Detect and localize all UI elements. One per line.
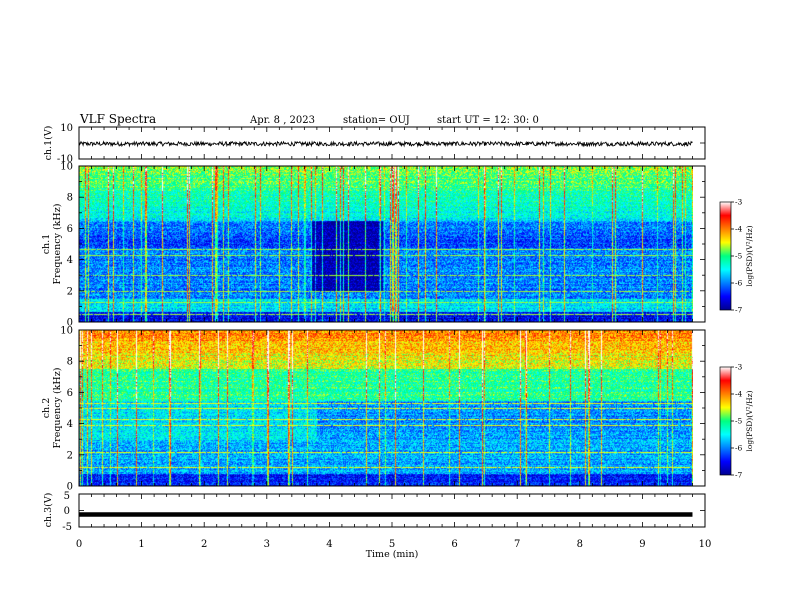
date-label: Apr. 8 , 2023 [249,115,315,126]
ch1-ytick-top: 10 [60,123,73,134]
x-tick-label: 10 [699,539,712,550]
ch2-spectrogram-panel: 0 2 4 6 8 10 ch.2 Frequency (kHz) [41,326,706,493]
ch1-colorbar: -3 -4 -5 -6 -7 log(PSD)(V²/Hz) [719,198,754,315]
x-axis-label: Time (min) [366,549,419,560]
ch3-ticks [78,493,706,528]
ch1-spectrogram-panel: 0 2 4 6 8 10 ch.1 Frequency (kHz) [41,162,706,329]
ch1-ticks [78,126,706,160]
colorbar-tick-label: -7 [735,306,743,315]
ch1-spectrogram-image [79,166,693,322]
y-tick-label: 10 [60,326,73,337]
y-tick-label: 6 [67,388,73,399]
colorbar-tick-label: -4 [735,225,743,234]
x-tick-label: 0 [76,539,82,550]
y-tick-label: 8 [67,193,73,204]
ch1-spec-ticks [78,165,706,323]
x-tick-label: 2 [201,539,207,550]
ch1-colorbar-label: log(PSD)(V²/Hz) [745,225,754,286]
x-tick-label: 7 [514,539,520,550]
station-label: station= OUJ [343,115,410,126]
start-time-label: start UT = 12: 30: 0 [437,115,539,126]
y-tick-label: 8 [67,357,73,368]
ch1-waveform-line [78,140,693,148]
colorbar-tick-label: -3 [735,363,743,372]
ch1-spec-ylabel-freq: Frequency (kHz) [52,204,63,285]
colorbar-tick-label: -7 [735,471,743,480]
x-tick-label: 5 [389,539,395,550]
y-tick-label: 4 [67,255,73,266]
colorbar-tick-label: -6 [735,279,743,288]
ch2-colorbar: -3 -4 -5 -6 -7 log(PSD)(V²/Hz) [719,363,754,480]
colorbar-tick-label: -5 [735,417,743,426]
y-tick-label: 6 [67,224,73,235]
y-tick-label: 2 [67,450,73,461]
ch1-ylabel: ch.1(V) [43,126,54,161]
x-tick-labels: 0 1 2 3 4 5 6 7 8 9 10 [76,539,712,550]
y-tick-label: 2 [67,286,73,297]
ch3-ytick-mid: 0 [64,506,70,517]
ch1-ytick-bottom: -10 [57,154,73,165]
y-tick-label: 4 [67,419,73,430]
ch2-spec-ticks [78,329,706,487]
ch3-ylabel: ch.3(V) [43,493,54,528]
ch1-spec-ylabel-channel: ch.1 [41,234,52,255]
ch2-spec-ylabel-freq: Frequency (kHz) [52,368,63,449]
x-tick-label: 8 [577,539,583,550]
y-tick-label: 0 [67,318,73,329]
ch1-waveform-panel: 10 -10 ch.1(V) [43,123,706,165]
x-tick-label: 3 [264,539,270,550]
ch2-colorbar-label: log(PSD)(V²/Hz) [745,390,754,451]
x-tick-label: 1 [138,539,144,550]
ch1-spec-ytick-labels: 0 2 4 6 8 10 [60,162,73,329]
x-tick-label: 4 [326,539,332,550]
ch2-spec-ytick-labels: 0 2 4 6 8 10 [60,326,73,493]
ch2-spectrogram-image [79,330,693,486]
ch2-spec-ylabel-channel: ch.2 [41,398,52,419]
colorbar-tick-label: -4 [735,390,743,399]
y-tick-label: 10 [60,162,73,173]
ch3-waveform-panel: 5 0 -5 ch.3(V) [43,491,706,533]
colorbar-tick-label: -6 [735,444,743,453]
colorbar-tick-label: -3 [735,198,743,207]
colorbar-tick-label: -5 [735,252,743,261]
y-tick-label: 0 [67,482,73,493]
ch3-ytick-top: 5 [64,491,70,502]
figure-title: VLF Spectra [79,112,156,126]
x-tick-label: 6 [451,539,457,550]
x-tick-label: 9 [639,539,645,550]
ch3-ytick-bottom: -5 [62,522,72,533]
